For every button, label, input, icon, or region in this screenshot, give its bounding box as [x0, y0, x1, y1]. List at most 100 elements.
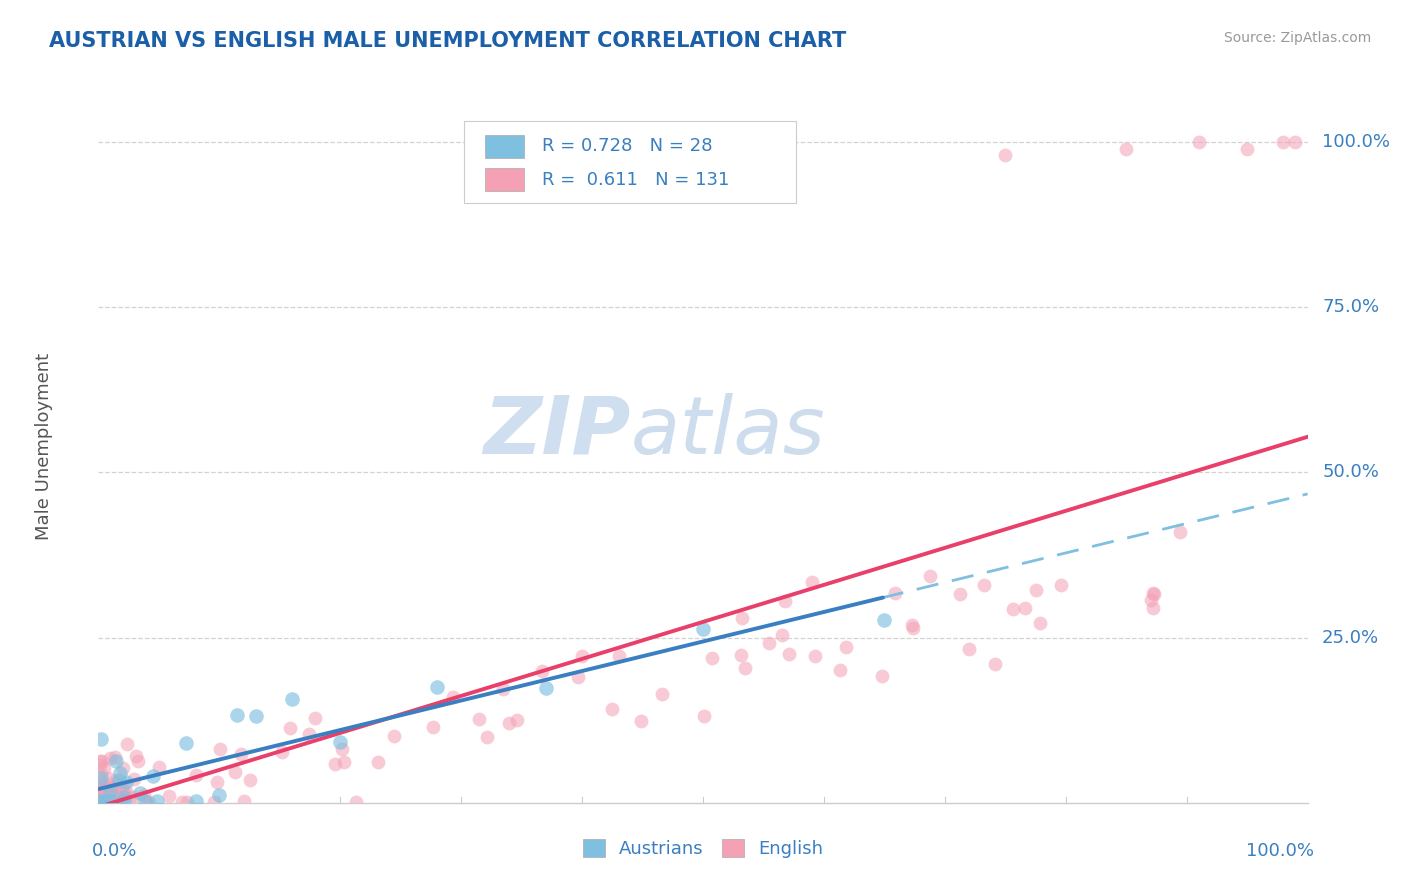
- Point: [134, 795, 156, 809]
- Point: [957, 641, 980, 656]
- Point: [271, 746, 294, 760]
- Point: [157, 789, 180, 804]
- Point: [298, 727, 321, 741]
- Point: [1284, 135, 1306, 149]
- Point: [238, 772, 260, 787]
- Point: [90, 780, 112, 795]
- Point: [534, 681, 557, 695]
- Point: [115, 784, 138, 798]
- Text: 50.0%: 50.0%: [1322, 464, 1379, 482]
- Point: [804, 648, 827, 663]
- Point: [101, 782, 124, 797]
- Point: [96, 783, 118, 797]
- Point: [973, 578, 995, 592]
- Point: [770, 628, 793, 642]
- Point: [112, 789, 135, 804]
- Point: [89, 754, 111, 768]
- Point: [333, 755, 356, 769]
- Point: [104, 750, 127, 764]
- Point: [94, 791, 117, 805]
- Bar: [485, 135, 524, 158]
- Point: [571, 648, 593, 663]
- Text: R =  0.611   N = 131: R = 0.611 N = 131: [543, 171, 730, 189]
- Text: R = 0.728   N = 28: R = 0.728 N = 28: [543, 137, 713, 155]
- Point: [367, 755, 389, 769]
- Point: [89, 793, 111, 807]
- Point: [91, 754, 114, 768]
- Point: [146, 795, 169, 809]
- Point: [441, 690, 464, 705]
- Point: [138, 795, 160, 809]
- Point: [730, 648, 752, 662]
- Point: [700, 651, 723, 665]
- Point: [1139, 592, 1161, 607]
- Point: [693, 708, 716, 723]
- Text: 25.0%: 25.0%: [1322, 629, 1379, 647]
- Legend: Austrians, English: Austrians, English: [576, 831, 830, 865]
- Point: [104, 773, 127, 788]
- Point: [1188, 135, 1211, 149]
- Point: [174, 736, 197, 750]
- Point: [89, 789, 111, 803]
- Point: [111, 781, 134, 796]
- Point: [232, 793, 254, 807]
- Point: [884, 586, 907, 600]
- Point: [901, 621, 924, 635]
- Point: [110, 766, 132, 780]
- Point: [98, 784, 121, 798]
- Point: [382, 729, 405, 743]
- Point: [692, 622, 714, 636]
- Point: [105, 792, 128, 806]
- Text: Male Unemployment: Male Unemployment: [35, 352, 53, 540]
- Point: [90, 795, 112, 809]
- Point: [89, 782, 111, 797]
- Text: 75.0%: 75.0%: [1322, 298, 1379, 317]
- Point: [93, 761, 115, 775]
- Point: [108, 773, 131, 788]
- Point: [231, 747, 253, 761]
- Bar: [485, 169, 524, 191]
- Point: [1168, 524, 1191, 539]
- Point: [122, 772, 145, 786]
- Text: ZIP: ZIP: [484, 392, 630, 471]
- Point: [127, 755, 149, 769]
- Point: [89, 780, 111, 794]
- Point: [97, 771, 120, 785]
- Point: [100, 789, 122, 803]
- Point: [112, 761, 135, 775]
- Text: AUSTRIAN VS ENGLISH MALE UNEMPLOYMENT CORRELATION CHART: AUSTRIAN VS ENGLISH MALE UNEMPLOYMENT CO…: [49, 31, 846, 51]
- Point: [100, 795, 122, 809]
- Point: [98, 789, 121, 804]
- Point: [90, 731, 112, 746]
- Point: [949, 587, 972, 601]
- Point: [136, 795, 159, 809]
- Point: [176, 795, 198, 809]
- Text: Source: ZipAtlas.com: Source: ZipAtlas.com: [1223, 31, 1371, 45]
- Point: [900, 618, 922, 632]
- Point: [492, 681, 515, 696]
- Point: [91, 794, 114, 808]
- Point: [89, 780, 111, 794]
- Point: [630, 714, 652, 728]
- Text: atlas: atlas: [630, 392, 825, 471]
- Point: [281, 691, 304, 706]
- Point: [304, 711, 326, 725]
- Point: [90, 795, 112, 809]
- Point: [207, 774, 229, 789]
- Point: [89, 795, 111, 809]
- Point: [800, 574, 823, 589]
- Point: [122, 790, 145, 805]
- Point: [1029, 615, 1052, 630]
- Point: [98, 784, 121, 798]
- Point: [731, 611, 754, 625]
- Point: [531, 664, 554, 678]
- Point: [90, 767, 112, 781]
- Point: [104, 754, 127, 768]
- Point: [184, 795, 207, 809]
- Point: [1014, 600, 1036, 615]
- Point: [1002, 601, 1025, 615]
- Point: [101, 794, 124, 808]
- Point: [96, 795, 118, 809]
- Point: [567, 670, 589, 684]
- Point: [1142, 586, 1164, 600]
